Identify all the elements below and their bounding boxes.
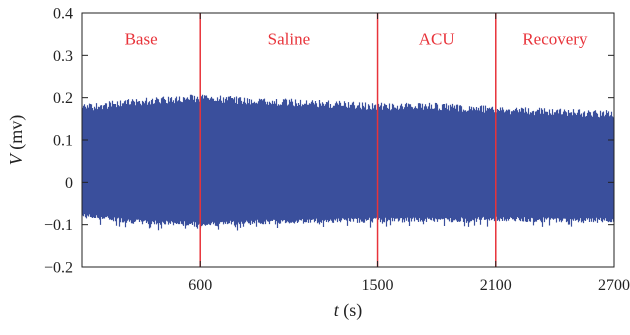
- x-axis-title: t (s): [334, 300, 363, 321]
- x-tick-label: 2100: [480, 277, 512, 294]
- x-tick-label: 2700: [598, 277, 630, 294]
- plot-area: [81, 94, 615, 231]
- axis-ticks: 600 1500 2100 2700 0.4 0.3 0.2 0.1 0 −0.1 −0.2: [44, 6, 630, 295]
- x-tick-label: 600: [188, 277, 212, 294]
- voltage-signal-band: [81, 94, 615, 231]
- y-axis-symbol: V: [6, 152, 26, 165]
- y-tick-label: 0.4: [53, 6, 73, 23]
- y-tick-label: −0.2: [44, 260, 73, 277]
- y-axis-unit: (mv): [6, 115, 27, 155]
- y-axis-title: V (mv): [6, 115, 27, 166]
- x-axis-symbol: t: [334, 300, 340, 320]
- phase-label: ACU: [419, 29, 455, 48]
- x-tick-label: 1500: [362, 277, 394, 294]
- y-tick-label: 0.3: [53, 48, 73, 65]
- y-tick-label: −0.1: [44, 217, 73, 234]
- y-tick-label: 0.1: [53, 133, 73, 150]
- phase-label: Saline: [268, 29, 311, 48]
- phase-dividers: [199, 13, 497, 267]
- phase-label: Recovery: [522, 29, 588, 48]
- phase-label: Base: [125, 29, 158, 48]
- y-tick-label: 0.2: [53, 90, 73, 107]
- phase-labels: Base Saline ACU Recovery: [125, 29, 588, 48]
- y-tick-label: 0: [65, 175, 73, 192]
- x-axis-unit: (s): [339, 300, 363, 321]
